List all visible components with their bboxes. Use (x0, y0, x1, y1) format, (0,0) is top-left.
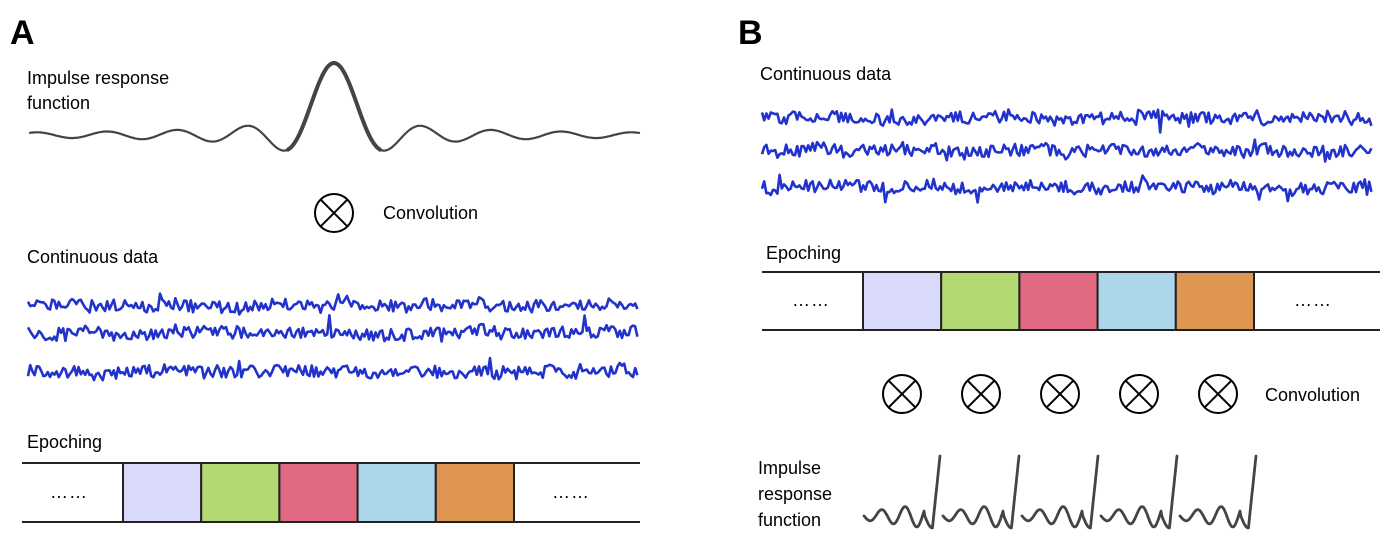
panel-a-letter: A (10, 14, 35, 52)
panel-a-impulse-label-line1: Impulse response (27, 68, 169, 88)
panel-b-convolution-icons (882, 374, 1238, 414)
panel-b-signal-trace-3 (760, 173, 1373, 204)
panel-b-epoch-strip: …… …… (762, 271, 1380, 331)
panel-b-epoch-1 (862, 271, 943, 331)
panel-a-signal-trace-1 (26, 292, 639, 316)
panel-a-epoch-5 (434, 462, 515, 523)
panel-b-convolution-icon-5 (1198, 374, 1238, 414)
panel-b-epoch-3 (1018, 271, 1099, 331)
panel-a-epoch-2 (200, 462, 281, 523)
panel-b-impulse-response-3 (1020, 454, 1100, 530)
panel-b-convolution-icon-4 (1119, 374, 1159, 414)
panel-a-epoch-4 (356, 462, 437, 523)
panel-a-ellipsis-right: …… (552, 482, 590, 502)
panel-b-ellipsis-right: …… (1294, 290, 1332, 310)
panel-b-signal-trace-1 (760, 108, 1373, 134)
panel-b-convolution-icon-3 (1040, 374, 1080, 414)
panel-a-epoch-1 (122, 462, 203, 523)
panel-a-ellipsis-left: …… (50, 482, 88, 502)
panel-a-signal-trace-2 (26, 314, 639, 343)
panel-b-epoch-4 (1096, 271, 1177, 331)
panel-b-letter: B (738, 14, 763, 52)
panel-a-impulse-peak (286, 60, 382, 152)
panel-b-impulse-response-1 (862, 454, 942, 530)
panel-b-impulse-responses (862, 454, 1258, 530)
panel-b-convolution-icon-1 (882, 374, 922, 414)
panel-a-continuous-signals (26, 292, 639, 382)
panel-b-signal-trace-2 (760, 138, 1373, 163)
panel-b-impulse-label-line1: Impulse (758, 458, 821, 478)
panel-b-impulse-response-2 (941, 454, 1021, 530)
panel-b-epoching-label: Epoching (766, 243, 841, 263)
panel-a-convolution-label: Convolution (383, 203, 478, 223)
panel-a-epoch-3 (278, 462, 359, 523)
panel-b-convolution-icon-2 (961, 374, 1001, 414)
panel-b-impulse-response-4 (1099, 454, 1179, 530)
panel-b-convolution-label: Convolution (1265, 385, 1360, 405)
panel-b-ellipsis-left: …… (792, 290, 830, 310)
panel-b-impulse-response-5 (1178, 454, 1258, 530)
panel-a-signal-trace-3 (26, 356, 639, 382)
panel-b-continuous-label: Continuous data (760, 64, 892, 84)
panel-b-continuous-signals (760, 108, 1373, 204)
panel-a-epoching-label: Epoching (27, 432, 102, 452)
panel-a: A Impulse response function Convolution … (10, 14, 641, 523)
panel-a-convolution-icon (314, 193, 354, 233)
panel-b-impulse-label-line2: response (758, 484, 832, 504)
panel-a-epoch-strip: …… …… (22, 462, 640, 523)
panel-b: B Continuous data Epoching …… …… Convolu… (738, 14, 1380, 530)
panel-b-epoch-2 (940, 271, 1021, 331)
panel-b-epoch-5 (1174, 271, 1256, 331)
panel-a-continuous-label: Continuous data (27, 247, 159, 267)
panel-b-impulse-label-line3: function (758, 510, 821, 530)
panel-a-impulse-label-line2: function (27, 93, 90, 113)
